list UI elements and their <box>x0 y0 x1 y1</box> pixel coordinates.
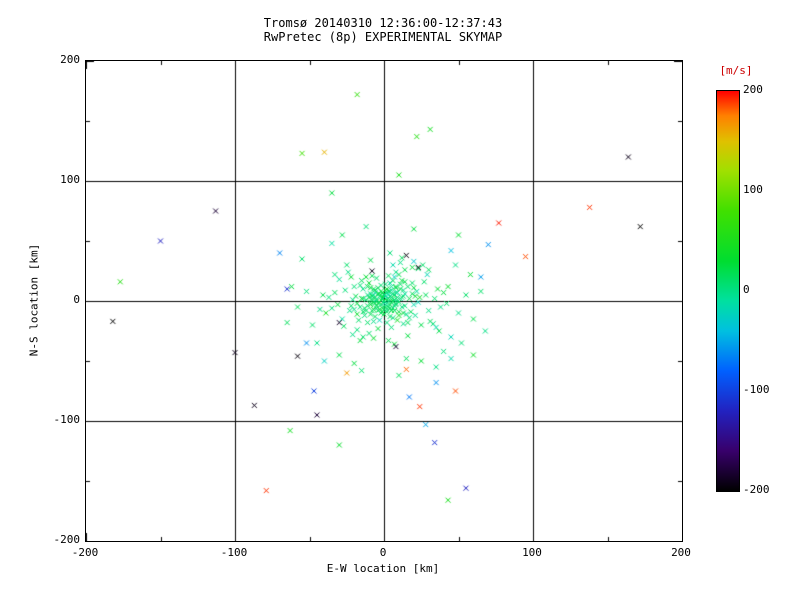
y-tick-label: -200 <box>53 533 81 546</box>
skymap-canvas <box>86 61 682 541</box>
colorbar <box>716 90 740 492</box>
colorbar-tick-label: 100 <box>743 183 763 196</box>
plot-title: Tromsø 20140310 12:36:00-12:37:43 <box>263 16 503 30</box>
plot-area <box>85 60 683 542</box>
x-tick-label: 100 <box>522 546 542 559</box>
y-tick-label: 100 <box>60 173 80 186</box>
y-axis-label: N-S location [km] <box>27 243 41 357</box>
x-tick-label: -200 <box>71 546 99 559</box>
y-tick-label: 200 <box>60 53 80 66</box>
x-tick-label: 0 <box>379 546 387 559</box>
plot-subtitle: RwPretec (8p) EXPERIMENTAL SKYMAP <box>263 30 503 44</box>
x-axis-label: E-W location [km] <box>326 562 440 575</box>
colorbar-tick-label: -100 <box>743 383 770 396</box>
colorbar-units-label: [m/s] <box>719 64 753 77</box>
colorbar-tick-label: 0 <box>743 283 750 296</box>
colorbar-tick-label: -200 <box>743 483 770 496</box>
x-tick-label: 200 <box>671 546 691 559</box>
y-tick-label: -100 <box>53 413 81 426</box>
x-tick-label: -100 <box>220 546 248 559</box>
colorbar-tick-label: 200 <box>743 83 763 96</box>
y-tick-label: 0 <box>73 293 80 306</box>
colorbar-gradient <box>717 91 739 491</box>
